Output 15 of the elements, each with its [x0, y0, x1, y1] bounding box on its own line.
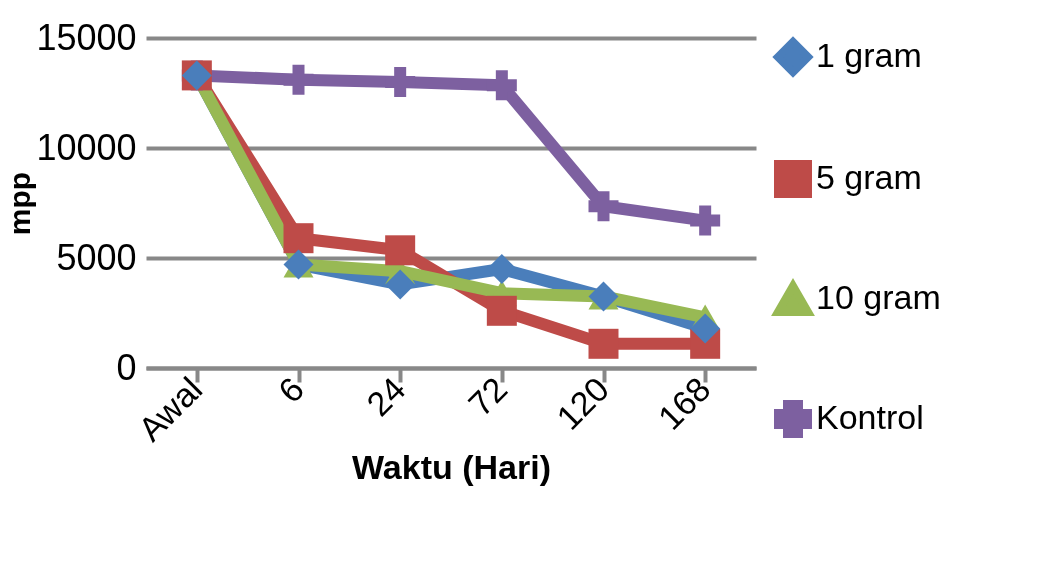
- x-tick-label: 72: [460, 369, 515, 424]
- legend-label: 5 gram: [816, 158, 922, 196]
- x-tick-label: 24: [359, 369, 413, 424]
- y-tick-label: 15000: [36, 16, 137, 58]
- legend-label: 1 gram: [816, 36, 922, 74]
- y-tick-label: 10000: [36, 126, 137, 168]
- legend-label: 10 gram: [816, 278, 941, 316]
- y-axis-title: mpp: [3, 171, 37, 236]
- x-tick-label: 120: [549, 369, 617, 437]
- x-axis-title: Waktu (Hari): [352, 448, 551, 487]
- y-tick-label: 0: [116, 346, 137, 388]
- x-tick-label: 168: [650, 369, 718, 437]
- legend-label: Kontrol: [816, 398, 924, 436]
- y-tick-label: 5000: [56, 236, 137, 278]
- x-tick-label: 6: [270, 369, 312, 410]
